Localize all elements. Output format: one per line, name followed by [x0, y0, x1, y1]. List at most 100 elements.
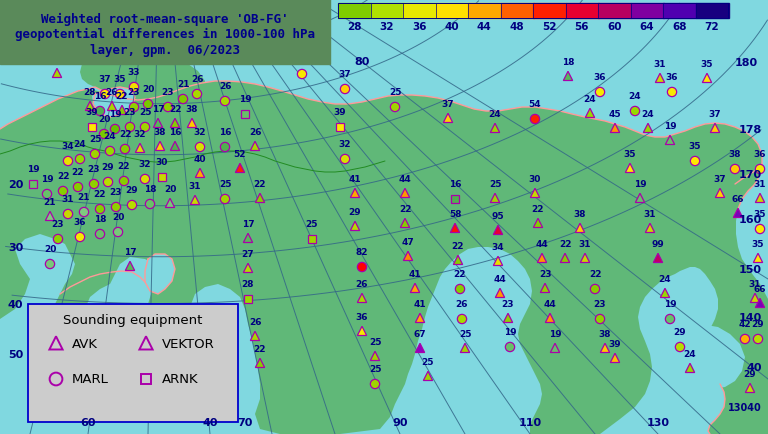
Polygon shape — [108, 102, 117, 111]
Circle shape — [667, 88, 677, 97]
Text: 21: 21 — [44, 198, 56, 207]
Circle shape — [45, 260, 55, 269]
Text: 40: 40 — [202, 417, 218, 427]
Circle shape — [91, 150, 100, 159]
Text: 41: 41 — [414, 299, 426, 309]
Bar — [533, 4, 566, 19]
Text: 41: 41 — [349, 175, 361, 184]
Text: 19: 19 — [239, 95, 251, 104]
Polygon shape — [52, 69, 61, 78]
Circle shape — [340, 155, 349, 164]
Text: 23: 23 — [538, 270, 551, 279]
Bar — [158, 174, 166, 181]
Text: 45: 45 — [609, 110, 621, 119]
Bar — [451, 196, 458, 204]
Text: 38: 38 — [154, 128, 166, 137]
Text: 22: 22 — [116, 92, 128, 101]
Circle shape — [63, 210, 73, 219]
Text: 29: 29 — [674, 327, 687, 336]
Polygon shape — [400, 219, 409, 228]
Text: 24: 24 — [629, 92, 641, 101]
Polygon shape — [645, 224, 654, 233]
Text: 50: 50 — [8, 349, 23, 359]
Polygon shape — [710, 124, 720, 133]
Text: 90: 90 — [392, 417, 408, 427]
Text: 19: 19 — [41, 175, 53, 184]
Text: 110: 110 — [518, 417, 541, 427]
Polygon shape — [581, 254, 590, 263]
Text: 31: 31 — [749, 279, 761, 289]
Text: 35: 35 — [114, 75, 126, 84]
Circle shape — [220, 195, 230, 204]
Text: 22: 22 — [399, 205, 411, 214]
Text: 40: 40 — [194, 155, 207, 164]
Polygon shape — [357, 326, 366, 336]
Polygon shape — [250, 142, 260, 151]
Bar — [435, 4, 468, 19]
Text: geopotential differences in 1000-100 hPa: geopotential differences in 1000-100 hPa — [15, 28, 315, 41]
Text: 32: 32 — [379, 22, 394, 32]
Circle shape — [127, 201, 137, 210]
Polygon shape — [490, 194, 500, 203]
Text: 28: 28 — [84, 88, 96, 97]
Polygon shape — [746, 383, 755, 393]
Polygon shape — [660, 324, 745, 389]
Polygon shape — [750, 294, 760, 303]
Circle shape — [119, 177, 128, 186]
Text: 37: 37 — [442, 100, 455, 109]
Text: 99: 99 — [651, 240, 664, 249]
Text: 52: 52 — [542, 22, 557, 32]
Text: 24: 24 — [642, 110, 654, 119]
Text: 60: 60 — [607, 22, 621, 32]
Text: 20: 20 — [112, 213, 124, 222]
Polygon shape — [235, 164, 245, 173]
Circle shape — [101, 90, 110, 99]
Circle shape — [121, 145, 130, 154]
Text: 36: 36 — [412, 22, 426, 32]
Text: 44: 44 — [544, 299, 556, 309]
Circle shape — [141, 175, 150, 184]
Text: 39: 39 — [609, 339, 621, 349]
Polygon shape — [243, 264, 253, 273]
Text: 23: 23 — [88, 165, 101, 174]
Polygon shape — [423, 372, 432, 381]
Text: 19: 19 — [27, 165, 39, 174]
Text: 25: 25 — [422, 357, 434, 366]
Text: 38: 38 — [574, 210, 586, 219]
Circle shape — [114, 228, 123, 237]
Text: 13040: 13040 — [728, 402, 762, 412]
Polygon shape — [170, 119, 180, 128]
Polygon shape — [545, 314, 554, 323]
Text: 25: 25 — [458, 329, 472, 339]
Text: 47: 47 — [402, 238, 415, 247]
Text: MARL: MARL — [72, 373, 109, 386]
Text: 38: 38 — [599, 329, 611, 339]
Bar — [29, 181, 37, 188]
Text: 22: 22 — [454, 270, 466, 279]
Text: 29: 29 — [126, 186, 138, 195]
Circle shape — [740, 335, 750, 344]
Circle shape — [111, 125, 120, 135]
Text: 31: 31 — [61, 195, 74, 204]
Text: 66: 66 — [732, 195, 744, 204]
Text: 60: 60 — [80, 417, 96, 427]
Text: 24: 24 — [488, 110, 502, 119]
Text: 19: 19 — [634, 180, 647, 189]
Circle shape — [115, 90, 124, 99]
Text: 24: 24 — [659, 275, 671, 283]
Polygon shape — [80, 58, 165, 112]
Text: 28: 28 — [347, 22, 362, 32]
Polygon shape — [655, 74, 664, 83]
Text: 22: 22 — [169, 105, 181, 114]
Text: 33: 33 — [127, 68, 141, 77]
Text: 22: 22 — [119, 130, 131, 139]
Bar — [565, 4, 598, 19]
Text: 22: 22 — [94, 190, 106, 199]
Text: 29: 29 — [349, 208, 361, 217]
Circle shape — [665, 315, 674, 324]
Text: 30: 30 — [529, 175, 541, 184]
Text: 26: 26 — [455, 299, 468, 309]
Circle shape — [74, 183, 83, 192]
Text: 23: 23 — [162, 88, 174, 97]
Text: 22: 22 — [57, 172, 69, 181]
